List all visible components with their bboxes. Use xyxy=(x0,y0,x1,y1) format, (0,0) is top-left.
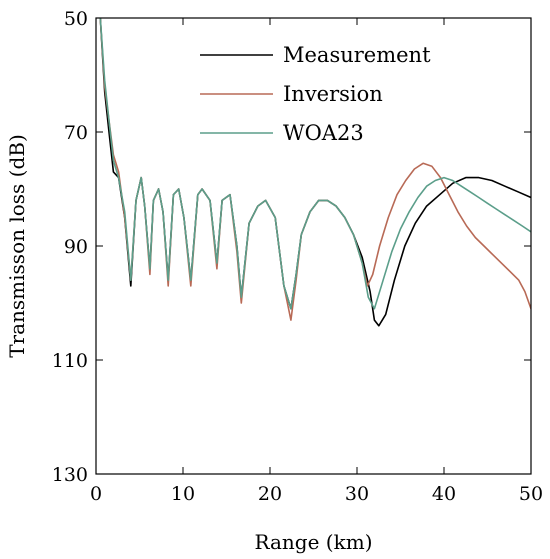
legend: Measurement Inversion WOA23 xyxy=(200,43,431,145)
y-tick-label: 90 xyxy=(64,236,88,258)
x-tick-label: 10 xyxy=(171,483,195,505)
x-tick-label: 30 xyxy=(345,483,369,505)
series-layer xyxy=(99,18,531,327)
y-tick-label: 130 xyxy=(52,464,88,486)
x-tick-label: 40 xyxy=(432,483,456,505)
x-tick-label: 20 xyxy=(258,483,282,505)
y-tick-label: 50 xyxy=(64,8,88,30)
legend-label: Measurement xyxy=(283,43,431,67)
x-tick-label: 50 xyxy=(519,483,543,505)
ticks-layer: 0 10 20 30 40 50 50 70 90 110 130 xyxy=(52,8,543,505)
legend-label: Inversion xyxy=(283,82,383,106)
legend-label: WOA23 xyxy=(283,121,364,145)
y-tick-label: 110 xyxy=(52,350,88,372)
x-tick-label: 0 xyxy=(90,483,102,505)
x-axis-label: Range (km) xyxy=(254,530,372,554)
y-axis-label: Transmisson loss (dB) xyxy=(5,134,29,358)
series-line-woa23 xyxy=(99,18,531,310)
y-tick-label: 70 xyxy=(64,122,88,144)
